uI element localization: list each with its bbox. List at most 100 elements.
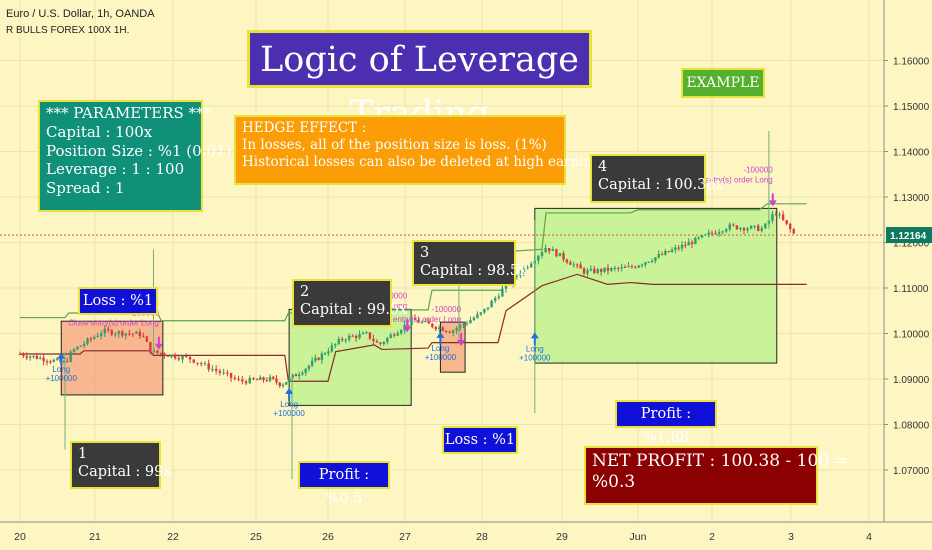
y-tick-label: 1.08000 — [893, 421, 930, 432]
trade-3-exit-arrow-icon — [457, 333, 466, 347]
candle-body — [372, 338, 375, 342]
candle-body — [275, 378, 278, 383]
candle-body — [379, 342, 382, 344]
candle-body — [680, 244, 684, 249]
candle-body — [410, 317, 413, 325]
candle-body — [760, 228, 763, 231]
candle-body — [128, 333, 131, 335]
candle-body — [211, 368, 214, 370]
candle-body — [22, 354, 25, 357]
x-tick-label: 25 — [250, 531, 262, 543]
x-tick-label: 29 — [556, 531, 568, 543]
candle-body — [555, 249, 558, 257]
trade-2-exit-amount: -100000 — [378, 291, 408, 300]
trade-2-capital: Capital : 99.5x — [300, 302, 408, 319]
candle-body — [298, 374, 301, 377]
candle-body — [323, 353, 327, 355]
candle-body — [735, 225, 739, 230]
candle-body — [386, 337, 389, 343]
candle-body — [494, 298, 497, 301]
trade-4-capital-box: 4 Capital : 100.38x — [590, 154, 724, 203]
x-tick-label: 3 — [788, 531, 794, 543]
trade-3-loss-zone — [439, 321, 466, 373]
candle-body — [69, 351, 72, 362]
candle-body — [620, 267, 623, 269]
trade-4-result: Profit : %1.88 — [640, 406, 692, 446]
candle-body — [576, 264, 579, 266]
trade-zones — [60, 207, 778, 406]
candle-body — [781, 214, 785, 221]
trade-4-exit-arrow-icon — [768, 193, 777, 207]
candle-body — [627, 266, 630, 268]
candle-body — [100, 333, 103, 336]
candle-body — [142, 336, 145, 338]
x-tick-label: 20 — [14, 531, 26, 543]
candle-body — [694, 237, 697, 245]
candle-body — [358, 334, 361, 339]
x-axis-panel — [0, 522, 932, 550]
candle-body — [32, 355, 35, 357]
candle-body — [613, 267, 617, 269]
candle-body — [173, 354, 177, 359]
candle-body — [45, 361, 49, 363]
candle-body — [18, 353, 22, 355]
candle-body — [307, 365, 311, 369]
candle-body — [589, 268, 593, 271]
trade-3-entry-label: Long — [432, 344, 450, 353]
candle-body — [301, 372, 304, 375]
candle-body — [35, 355, 39, 359]
candle-body — [226, 372, 229, 374]
candle-body — [248, 377, 251, 384]
trade-4-entry-label: Long — [526, 344, 544, 353]
candle-body — [778, 214, 781, 216]
candle-body — [417, 320, 420, 323]
main-title: Logic of Leverage Trading — [247, 30, 592, 134]
example-text: EXAMPLE — [686, 75, 760, 91]
candle-body — [548, 248, 551, 252]
y-tick-label: 1.10000 — [893, 330, 930, 341]
candle-body — [121, 331, 124, 336]
candle-body — [200, 363, 203, 365]
candle-body — [490, 300, 493, 308]
trade-2-result: Profit : %0.5 — [318, 467, 370, 507]
trade-4-entry-arrow-icon — [530, 332, 539, 346]
candle-body — [674, 247, 677, 250]
candle-body — [222, 372, 225, 374]
candle-body — [530, 263, 533, 268]
y-tick-label: 1.09000 — [893, 375, 930, 386]
candle-body — [237, 378, 240, 380]
trade-1-number: 1 — [78, 446, 88, 462]
candle-body — [660, 254, 664, 256]
trade-4-number: 4 — [598, 159, 608, 175]
candle-body — [704, 234, 707, 236]
candle-body — [785, 220, 788, 224]
candle-body — [441, 327, 444, 331]
candle-body — [497, 296, 500, 299]
candle-body — [558, 253, 562, 257]
candle-body — [252, 377, 255, 380]
trade-1-capital-box: 1 Capital : 99x — [70, 441, 172, 489]
trade-3-entry-amount: +100000 — [425, 353, 457, 362]
candle-body — [684, 244, 687, 246]
trade-1-exit-label: Close entry(s) order Long — [68, 319, 159, 328]
candle-body — [255, 379, 259, 381]
candle-body — [337, 339, 340, 344]
candle-body — [66, 361, 69, 363]
candle-body — [483, 308, 486, 313]
candle-body — [697, 237, 700, 239]
candle-body — [145, 336, 149, 342]
candle-body — [707, 232, 710, 235]
candle-body — [82, 343, 86, 346]
candle-body — [424, 321, 427, 323]
candle-body — [233, 377, 237, 379]
candle-body — [317, 357, 320, 360]
candle-body — [657, 254, 660, 258]
candle-body — [196, 362, 199, 364]
y-tick-label: 1.13000 — [893, 193, 930, 204]
hedge-line-2: Historical losses can also be deleted at… — [242, 153, 613, 170]
candle-body — [476, 314, 479, 318]
x-tick-label: 4 — [866, 531, 872, 543]
candle-body — [62, 361, 66, 363]
candle-body — [569, 262, 572, 265]
candle-body — [368, 332, 372, 339]
